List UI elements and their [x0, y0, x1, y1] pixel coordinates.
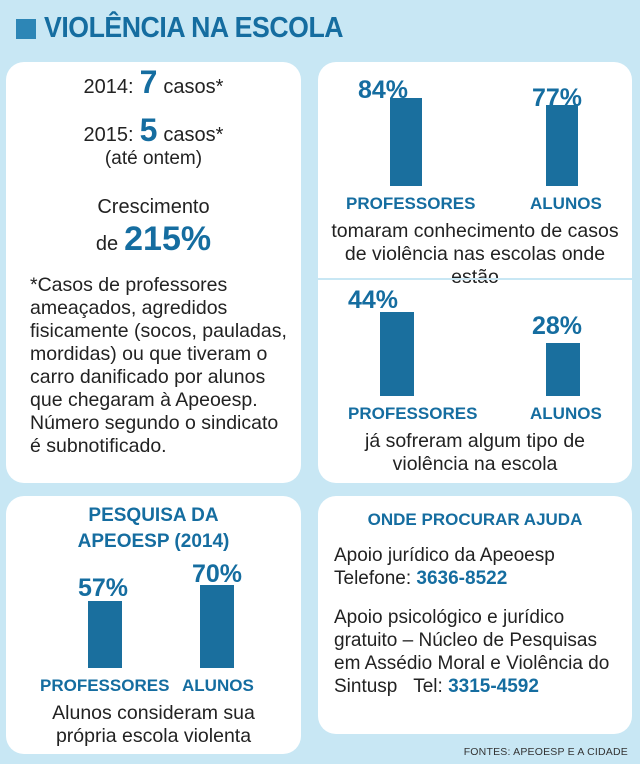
bar-label-alunos-suffered: 28%: [531, 312, 583, 340]
help-legal: Apoio jurídico da Apeoesp Telefone: 3636…: [334, 544, 624, 590]
year-2015-note: (até ontem): [104, 148, 203, 169]
growth-row: de 215%: [6, 220, 301, 259]
growth-value: 215%: [124, 220, 212, 258]
bar-label-alunos-survey: 70%: [191, 560, 243, 588]
help-legal-phone[interactable]: 3636-8522: [416, 568, 508, 589]
panel-divider: [318, 278, 632, 280]
title-square-icon: [16, 18, 36, 39]
year-2014-unit: casos*: [163, 76, 224, 98]
bar-alunos-aware: [546, 105, 578, 186]
category-alunos-survey: ALUNOS: [182, 676, 254, 695]
bar-alunos-survey: [200, 585, 234, 668]
bar-professores-aware: [390, 97, 422, 186]
help-legal-phone-label: Telefone:: [334, 568, 412, 589]
bar-professores-suffered: [380, 312, 414, 396]
caption-aware: tomaram conhecimento de casos de violênc…: [331, 220, 619, 288]
bar-alunos-suffered: [546, 342, 580, 396]
cases-2015: 2015: 5 casos*: [6, 112, 301, 149]
growth-prefix: de: [95, 233, 119, 255]
year-2014-label: 2014:: [83, 76, 134, 98]
page-header: VIOLÊNCIA NA ESCOLA: [16, 12, 369, 45]
year-2015-value: 5: [139, 112, 158, 148]
help-psych-phone[interactable]: 3315-4592: [448, 676, 539, 697]
help-title: ONDE PROCURAR AJUDA: [367, 510, 583, 529]
help-psych: Apoio psicológico e jurídico gratuito – …: [334, 606, 624, 698]
page-title: VIOLÊNCIA NA ESCOLA: [44, 12, 344, 44]
growth-label: Crescimento: [97, 196, 210, 218]
year-2014-value: 7: [139, 64, 158, 100]
help-legal-text: Apoio jurídico da Apeoesp: [334, 545, 555, 566]
help-psych-phone-label: Tel:: [413, 676, 443, 697]
help-panel: ONDE PROCURAR AJUDA Apoio jurídico da Ap…: [318, 496, 632, 734]
category-alunos-suffered: ALUNOS: [530, 404, 602, 423]
category-alunos-aware: ALUNOS: [530, 194, 602, 213]
category-professores-suffered: PROFESSORES: [348, 404, 478, 423]
bar-label-professores-suffered: 44%: [347, 286, 399, 314]
bar-professores-survey: [88, 600, 122, 668]
caption-survey: Alunos consideram sua própria escola vio…: [52, 702, 255, 747]
help-legal-phone-row: Telefone: 3636-8522: [334, 567, 624, 590]
year-2015-label: 2015:: [83, 124, 134, 146]
help-psych-text: Apoio psicológico e jurídico gratuito – …: [334, 607, 610, 697]
category-professores-survey: PROFESSORES: [40, 676, 170, 695]
category-professores-aware: PROFESSORES: [346, 194, 476, 213]
bar-label-professores-survey: 57%: [77, 574, 129, 602]
caption-suffered: já sofreram algum tipo de violência na e…: [364, 430, 586, 475]
cases-2014: 2014: 7 casos*: [6, 64, 301, 101]
sources-credit: FONTES: APEOESP E A CIDADE: [463, 746, 628, 758]
year-2015-unit: casos*: [163, 124, 224, 146]
survey-title-line2: APEOESP (2014): [77, 531, 230, 552]
cases-panel: 2014: 7 casos* 2015: 5 casos* (até ontem) Cr…: [6, 62, 301, 483]
awareness-panel: 84% 77% PROFESSORES ALUNOS tomaram conhe…: [318, 62, 632, 483]
survey-panel: PESQUISA DA APEOESP (2014) 57% 70% PROFE…: [6, 496, 301, 754]
cases-footnote: *Casos de professores ameaçados, agredid…: [30, 274, 287, 457]
survey-title-line1: PESQUISA DA: [88, 505, 219, 526]
